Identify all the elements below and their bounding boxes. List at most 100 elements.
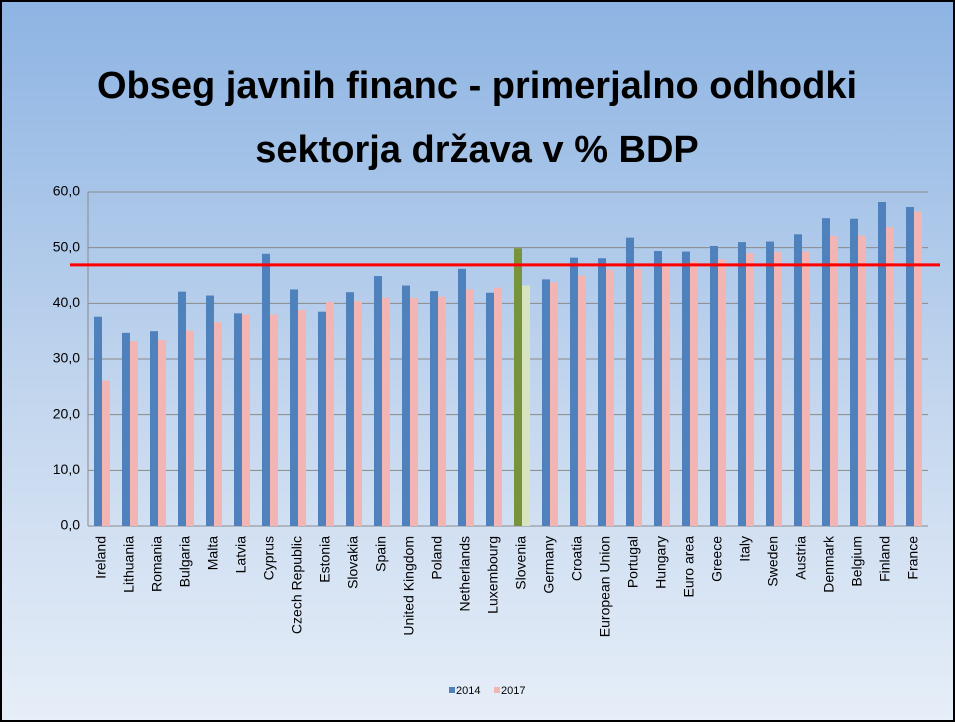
bar (178, 291, 186, 526)
bar (878, 202, 886, 526)
x-tick-label: Euro area (681, 536, 697, 598)
x-tick-label: Bulgaria (177, 536, 193, 588)
bar (514, 248, 522, 526)
bar (374, 276, 382, 526)
bar (102, 380, 110, 526)
bar (654, 251, 662, 527)
x-tick-label: Slovakia (345, 536, 361, 589)
x-tick-label: Estonia (317, 536, 333, 583)
bar (626, 237, 634, 526)
bar (494, 287, 502, 526)
bar (298, 310, 306, 526)
bar (438, 296, 446, 526)
bar (262, 253, 270, 527)
bar (430, 291, 438, 526)
x-tick-label: Finland (877, 536, 893, 582)
bar (466, 289, 474, 526)
x-tick-label: United Kingdom (401, 536, 417, 636)
bar (94, 316, 102, 526)
bar (822, 218, 830, 526)
x-tick-label: Hungary (653, 536, 669, 589)
x-tick-label: Croatia (569, 536, 585, 581)
bar (410, 297, 418, 526)
bar (158, 340, 166, 526)
x-tick-label: Poland (429, 536, 445, 580)
bar (570, 257, 578, 526)
bar (690, 261, 698, 526)
x-tick-label: Sweden (765, 536, 781, 587)
bar (710, 245, 718, 526)
x-tick-label: Cyprus (261, 536, 277, 580)
bar (578, 275, 586, 526)
x-tick-label: European Union (597, 536, 613, 637)
title-line: Obseg javnih financ - primerjalno odhodk… (97, 65, 857, 107)
bar (326, 301, 334, 526)
bar (458, 268, 466, 526)
bar (354, 301, 362, 526)
x-tick-label: France (905, 536, 921, 580)
x-tick-label: Germany (541, 536, 557, 594)
x-tick-label: Greece (709, 536, 725, 582)
y-tick-label: 20,0 (53, 405, 80, 421)
bar (486, 292, 494, 526)
bar (606, 269, 614, 526)
bar (738, 242, 746, 526)
x-tick-label: Slovenia (513, 536, 529, 590)
bar (774, 252, 782, 526)
bar (906, 207, 914, 526)
bar (186, 330, 194, 526)
bar (718, 259, 726, 526)
bar (542, 279, 550, 526)
bar (766, 241, 774, 526)
x-tick-label: Ireland (93, 536, 109, 579)
bar (802, 251, 810, 526)
x-tick-label: Italy (737, 536, 753, 562)
x-tick-label: Luxembourg (485, 536, 501, 614)
bar (682, 251, 690, 526)
x-tick-label: Portugal (625, 536, 641, 588)
bar (550, 282, 558, 526)
bar (150, 331, 158, 526)
x-tick-label: Denmark (821, 535, 837, 593)
title-line: sektorja država v % BDP (255, 129, 699, 171)
bar (270, 314, 278, 526)
bar (290, 289, 298, 526)
y-tick-label: 50,0 (53, 238, 80, 254)
x-tick-label: Austria (793, 536, 809, 580)
legend-label: 2014 (456, 685, 480, 697)
y-tick-label: 60,0 (53, 183, 80, 199)
bar (318, 311, 326, 526)
bar (522, 285, 530, 526)
x-tick-label: Lithuania (121, 536, 137, 593)
legend-swatch (449, 687, 455, 693)
x-tick-label: Netherlands (457, 536, 473, 612)
y-tick-label: 40,0 (53, 294, 80, 310)
x-tick-label: Spain (373, 536, 389, 572)
bar (830, 235, 838, 526)
y-tick-label: 0,0 (61, 517, 81, 533)
bar (382, 297, 390, 526)
x-tick-label: Malta (205, 536, 221, 570)
bar (122, 332, 130, 526)
bar (850, 218, 858, 526)
bar (242, 314, 250, 526)
bar (206, 295, 214, 526)
bar (214, 322, 222, 526)
bar (598, 258, 606, 526)
legend-label: 2017 (501, 685, 525, 697)
bar (662, 264, 670, 526)
bar (402, 285, 410, 526)
x-tick-label: Czech Republic (289, 536, 305, 634)
bar (130, 341, 138, 526)
y-tick-label: 10,0 (53, 461, 80, 477)
bar (858, 235, 866, 527)
y-tick-label: 30,0 (53, 350, 80, 366)
bar (346, 292, 354, 526)
bar (886, 227, 894, 526)
bar (234, 313, 242, 526)
x-tick-label: Latvia (233, 536, 249, 574)
legend-swatch (494, 687, 500, 693)
bar (794, 234, 802, 526)
bar (746, 253, 754, 526)
